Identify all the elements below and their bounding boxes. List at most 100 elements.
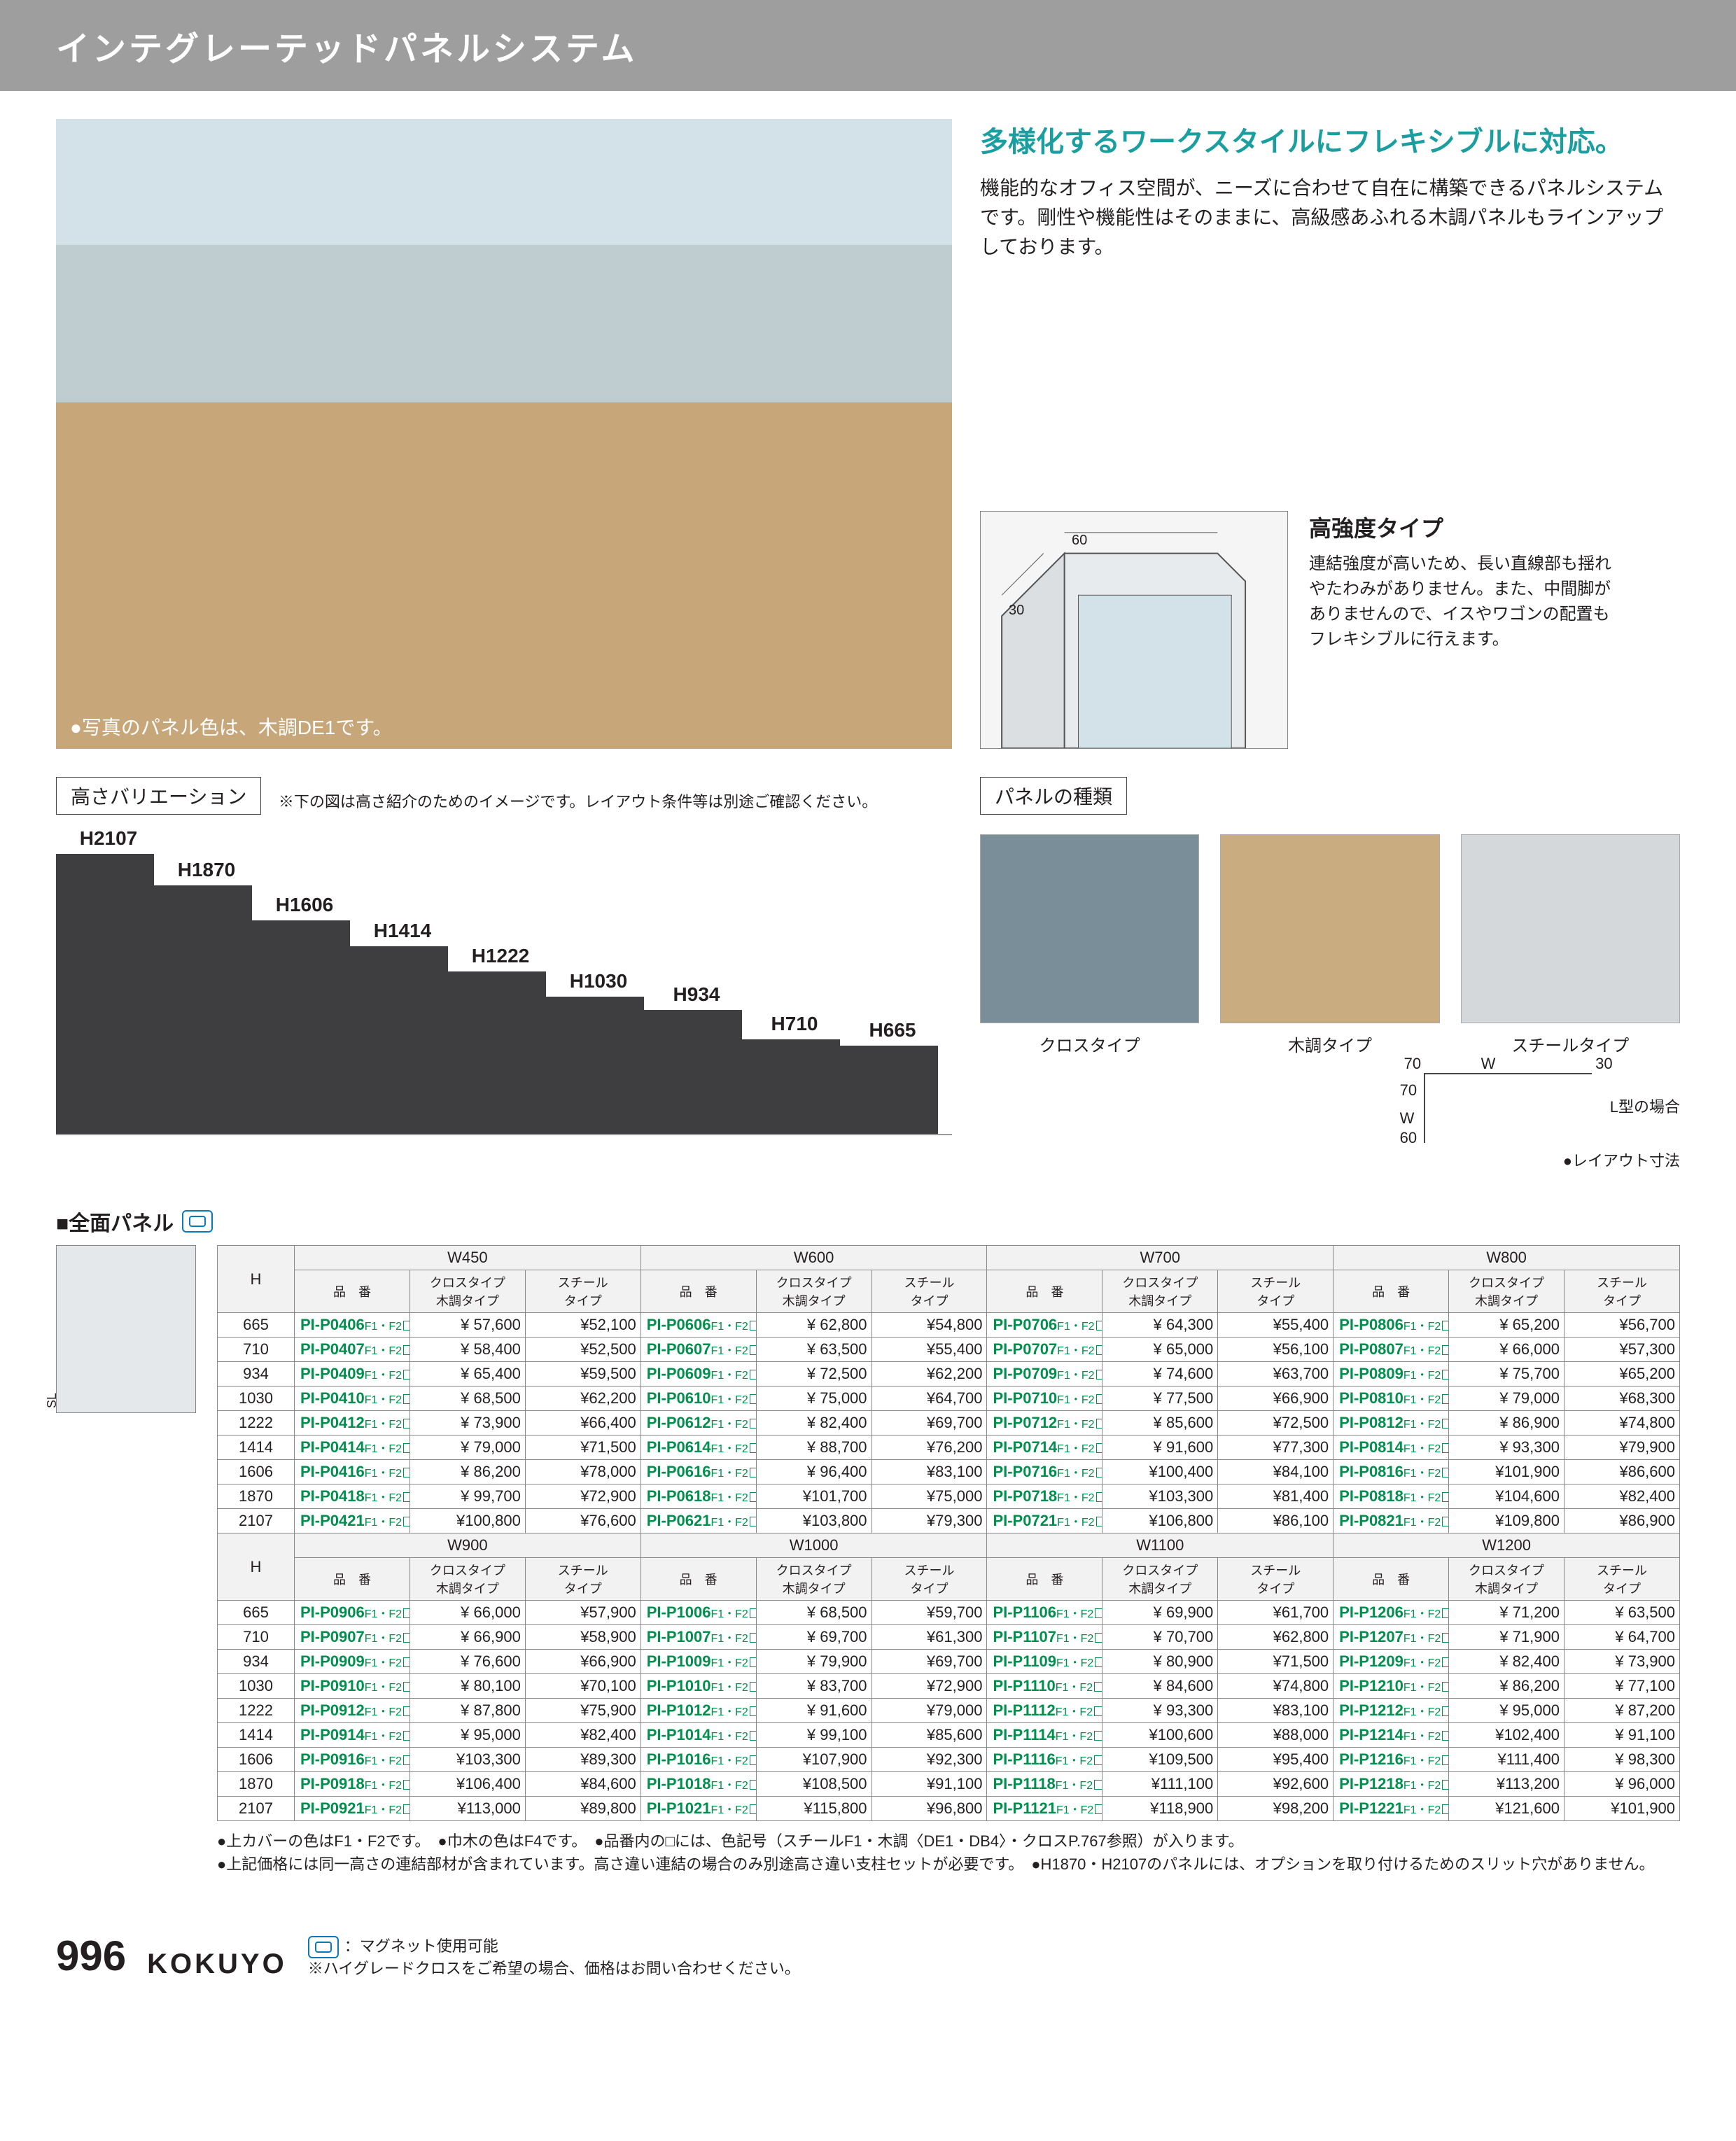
col-width: W1200 [1334,1533,1680,1558]
cell-price-steel: ¥55,400 [872,1338,987,1362]
cell-price-steel: ¥82,400 [1564,1484,1679,1509]
panel-type-swatch [1220,834,1439,1023]
cell-price-steel: ¥59,500 [525,1362,640,1387]
cell-price-steel: ¥ 77,100 [1564,1674,1679,1699]
product-code: PI-P0714F1・F2N [987,1435,1102,1460]
cell-price-cloth: ¥ 82,400 [1449,1650,1564,1674]
product-code: PI-P0718F1・F2N [987,1484,1102,1509]
cell-h: 1870 [218,1772,295,1797]
cell-price-cloth: ¥113,000 [410,1797,525,1821]
product-code: PI-P1112F1・F2N [987,1699,1102,1723]
table-row: 1870PI-P0418F1・F2N¥ 99,700¥72,900PI-P061… [218,1484,1680,1509]
product-code: PI-P0610F1・F2N [640,1387,756,1411]
cell-price-steel: ¥57,300 [1564,1338,1679,1362]
col-sub: 品 番 [1334,1558,1449,1601]
cell-price-steel: ¥74,800 [1564,1411,1679,1435]
product-code: PI-P0809F1・F2N [1334,1362,1449,1387]
cell-price-steel: ¥75,000 [872,1484,987,1509]
panel-type-caption: クロスタイプ [980,1032,1199,1056]
col-width: W600 [640,1246,987,1270]
dim-30: 30 [1009,603,1024,619]
cell-price-cloth: ¥ 79,000 [1449,1387,1564,1411]
cell-price-steel: ¥71,500 [525,1435,640,1460]
layout-caption: ●レイアウト寸法 [980,1149,1680,1171]
cell-h: 1870 [218,1484,295,1509]
product-code: PI-P0416F1・F2N [295,1460,410,1484]
product-code: PI-P0612F1・F2N [640,1411,756,1435]
table-note: ●上カバーの色はF1・F2です。 ●巾木の色はF4です。 ●品番内の□には、色記… [217,1830,1680,1853]
cell-price-steel: ¥84,100 [1218,1460,1334,1484]
strength-body: 連結強度が高いため、長い直線部も揺れやたわみがありません。また、中間脚がありませ… [1309,552,1617,652]
cell-price-steel: ¥76,600 [525,1509,640,1533]
cell-price-cloth: ¥ 73,900 [410,1411,525,1435]
cell-price-cloth: ¥103,800 [756,1509,872,1533]
height-label: H1870 [154,859,259,881]
product-code: PI-P1007F1・F2N [640,1625,756,1650]
cell-price-steel: ¥92,600 [1218,1772,1334,1797]
height-bar [742,1039,840,1134]
cell-price-steel: ¥57,900 [525,1601,640,1625]
cell-price-cloth: ¥ 72,500 [756,1362,872,1387]
cell-price-steel: ¥66,900 [1218,1387,1334,1411]
col-sub: クロスタイプ 木調タイプ [1102,1558,1218,1601]
page-number: 996 [56,1932,126,1980]
cell-h: 1606 [218,1748,295,1772]
cell-price-steel: ¥72,500 [1218,1411,1334,1435]
col-sub: 品 番 [987,1558,1102,1601]
cell-price-steel: ¥85,600 [872,1723,987,1748]
cell-price-cloth: ¥ 66,000 [410,1601,525,1625]
product-code: PI-P1209F1・F2N [1334,1650,1449,1674]
col-sub: スチール タイプ [1564,1558,1679,1601]
table-row: 1030PI-P0910F1・F2N¥ 80,100¥70,100PI-P101… [218,1674,1680,1699]
height-label: H1030 [546,970,651,992]
cell-price-steel: ¥74,800 [1218,1674,1334,1699]
cell-price-cloth: ¥ 63,500 [756,1338,872,1362]
col-width: W800 [1334,1246,1680,1270]
cell-price-cloth: ¥ 82,400 [756,1411,872,1435]
cell-price-cloth: ¥ 80,900 [1102,1650,1218,1674]
cell-price-steel: ¥66,400 [525,1411,640,1435]
cell-price-cloth: ¥ 62,800 [756,1313,872,1338]
product-code: PI-P0410F1・F2N [295,1387,410,1411]
cell-price-cloth: ¥101,900 [1449,1460,1564,1484]
panel-type-caption: 木調タイプ [1220,1032,1439,1056]
cell-price-steel: ¥62,200 [525,1387,640,1411]
table-row: 934PI-P0409F1・F2N¥ 65,400¥59,500PI-P0609… [218,1362,1680,1387]
cell-price-cloth: ¥109,500 [1102,1748,1218,1772]
cell-price-cloth: ¥ 75,000 [756,1387,872,1411]
product-code: PI-P0418F1・F2N [295,1484,410,1509]
cell-price-cloth: ¥ 84,600 [1102,1674,1218,1699]
cell-h: 1606 [218,1460,295,1484]
panel-type-swatch [980,834,1199,1023]
col-sub: クロスタイプ 木調タイプ [410,1270,525,1313]
cell-price-cloth: ¥ 57,600 [410,1313,525,1338]
cell-price-cloth: ¥121,600 [1449,1797,1564,1821]
cell-price-steel: ¥83,100 [1218,1699,1334,1723]
col-sub: スチール タイプ [1564,1270,1679,1313]
height-section-label: 高さバリエーション [56,777,261,815]
cell-price-steel: ¥63,700 [1218,1362,1334,1387]
table-row: 665PI-P0906F1・F2N¥ 66,000¥57,900PI-P1006… [218,1601,1680,1625]
product-code: PI-P0806F1・F2N [1334,1313,1449,1338]
lead-title: 多様化するワークスタイルにフレキシブルに対応。 [980,119,1680,160]
table-row: 1222PI-P0912F1・F2N¥ 87,800¥75,900PI-P101… [218,1699,1680,1723]
product-code: PI-P1018F1・F2N [640,1772,756,1797]
product-code: PI-P1216F1・F2N [1334,1748,1449,1772]
product-code: PI-P1210F1・F2N [1334,1674,1449,1699]
product-code: PI-P0918F1・F2N [295,1772,410,1797]
cell-price-steel: ¥72,900 [525,1484,640,1509]
col-sub: クロスタイプ 木調タイプ [756,1270,872,1313]
cell-price-steel: ¥91,100 [872,1772,987,1797]
cell-price-cloth: ¥ 68,500 [410,1387,525,1411]
highgrade-note: ※ハイグレードクロスをご希望の場合、価格はお問い合わせください。 [308,1958,800,1980]
panel-types-label: パネルの種類 [980,777,1127,815]
height-label: H1606 [252,894,357,916]
cell-price-cloth: ¥ 71,200 [1449,1601,1564,1625]
cell-price-steel: ¥52,500 [525,1338,640,1362]
panel-illustration: SL [56,1245,196,1413]
cell-h: 1030 [218,1674,295,1699]
col-sub: クロスタイプ 木調タイプ [1449,1558,1564,1601]
col-width: W1000 [640,1533,987,1558]
cell-price-steel: ¥ 91,100 [1564,1723,1679,1748]
cell-price-cloth: ¥118,900 [1102,1797,1218,1821]
